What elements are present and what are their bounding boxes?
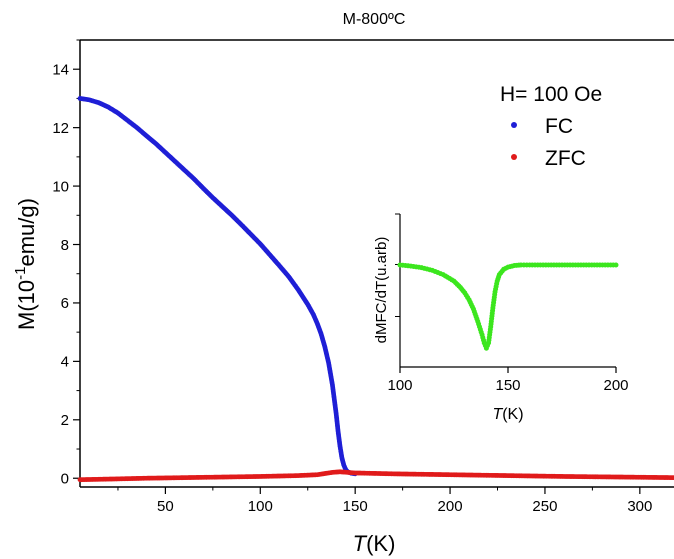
x-tick-label: 200 [603,377,628,394]
main-x-axis-label: T(K) [353,531,396,556]
inset-x-label-unit: (K) [502,406,523,423]
data-point-dmfc-dt [613,262,619,268]
x-tick-label: 100 [387,377,412,394]
x-tick-label: 50 [157,498,174,515]
legend: H= 100 Oe FC ZFC [500,83,602,170]
y-tick-label: 0 [61,470,69,487]
main-y-axis-label: M(10-1emu/g) [12,198,39,330]
main-x-axis-ticks: 50 100 150 200 250 300 [117,487,652,515]
y-tick-label: 10 [52,178,69,195]
legend-title: H= 100 Oe [500,83,602,106]
y-tick-label: 2 [61,412,69,429]
y-tick-label: 4 [61,354,69,371]
x-axis-label-symbol: T [353,531,368,556]
legend-label-zfc: ZFC [545,147,586,170]
x-tick-label: 250 [532,498,557,515]
inset-x-axis-ticks: 100 150 200 [387,367,629,394]
x-tick-label: 300 [627,498,652,515]
x-tick-label: 200 [438,498,463,515]
data-point-zfc [671,475,674,481]
y-tick-label: 12 [52,120,69,137]
chart-title: M-800ºC [343,11,406,28]
legend-marker-fc [511,122,517,128]
inset-y-axis-label: dMFC/dT(u.arb) [373,237,390,344]
inset-background [400,214,616,367]
inset-x-label-symbol: T [492,406,503,423]
x-axis-label-unit: (K) [366,531,395,556]
inset-x-axis-label: T(K) [492,406,523,423]
legend-marker-zfc [511,154,517,160]
x-tick-label: 150 [343,498,368,515]
y-axis-label-exponent: -1 [12,267,29,280]
y-axis-label-unit: emu/g) [14,198,39,266]
legend-label-fc: FC [545,115,573,138]
y-tick-label: 14 [52,61,69,78]
y-tick-label: 8 [61,237,69,254]
main-plot-points [77,96,674,483]
inset-plot-points [397,262,619,351]
y-tick-label: 6 [61,295,69,312]
x-tick-label: 100 [248,498,273,515]
main-y-axis-ticks: 0 2 4 6 8 10 12 14 [52,39,80,487]
main-plot-frame [79,39,674,488]
y-axis-label-main: M(10 [14,280,39,330]
x-tick-label: 150 [495,377,520,394]
